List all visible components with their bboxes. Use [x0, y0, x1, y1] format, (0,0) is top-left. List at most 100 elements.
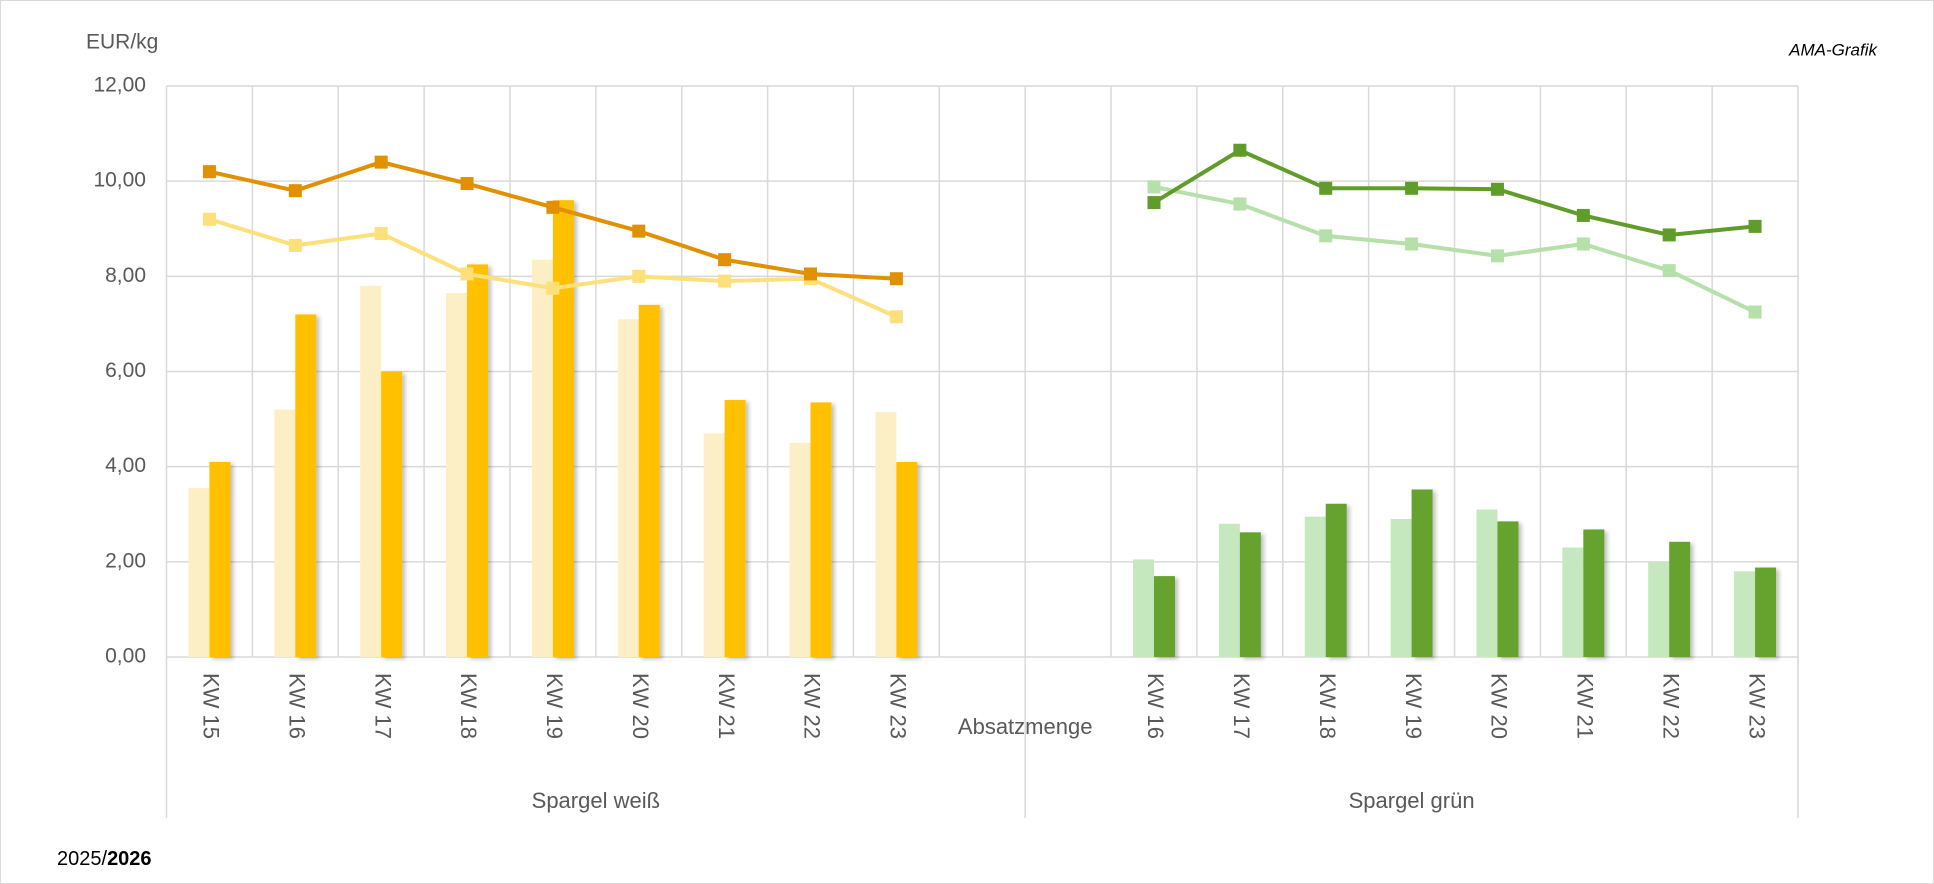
- y-tick-label: 4,00: [105, 454, 146, 477]
- bar: [789, 442, 811, 657]
- line: [1153, 184, 1756, 314]
- y-tick-label: 12,00: [93, 74, 146, 97]
- marker: [718, 274, 732, 288]
- marker: [804, 267, 818, 281]
- x-tick-label: KW 23: [1744, 673, 1769, 739]
- bar: [360, 285, 382, 657]
- marker: [1147, 180, 1161, 194]
- bar: [1583, 529, 1605, 657]
- bar: [896, 461, 918, 657]
- bar: [552, 200, 574, 657]
- marker: [1319, 229, 1333, 243]
- bar: [1755, 567, 1777, 657]
- bar: [531, 259, 553, 657]
- bar: [875, 411, 897, 657]
- bar: [1132, 559, 1154, 657]
- marker: [374, 155, 388, 169]
- x-tick-label: KW 22: [1658, 673, 1683, 739]
- y-tick-label: 10,00: [93, 169, 146, 192]
- x-tick-label: KW 17: [370, 673, 395, 739]
- marker: [1490, 182, 1504, 196]
- marker: [889, 310, 903, 324]
- marker: [460, 177, 474, 191]
- x-tick-label: KW 16: [1143, 673, 1168, 739]
- bar: [1153, 576, 1175, 657]
- footer: 2025/2026: [57, 848, 152, 870]
- marker: [1405, 181, 1419, 195]
- footer-part: 2025/: [57, 848, 107, 870]
- bar: [1325, 503, 1347, 657]
- x-tick-label: KW 23: [886, 673, 911, 739]
- bar: [1304, 516, 1326, 657]
- x-tick-label: KW 16: [284, 673, 309, 739]
- bar: [703, 433, 725, 657]
- marker: [374, 227, 388, 241]
- bar: [274, 409, 296, 657]
- bar: [1669, 541, 1691, 657]
- y-axis-label: EUR/kg: [86, 31, 158, 54]
- bar: [810, 402, 832, 657]
- x-tick-label: KW 19: [542, 673, 567, 739]
- marker: [1576, 208, 1590, 222]
- marker: [1233, 197, 1247, 211]
- x-tick-label: KW 15: [199, 673, 224, 739]
- marker: [1576, 237, 1590, 251]
- x-tick-label: KW 18: [456, 673, 481, 739]
- marker: [1490, 249, 1504, 263]
- marker: [1319, 181, 1333, 195]
- x-tick-label: KW 21: [714, 673, 739, 739]
- marker: [546, 281, 560, 295]
- marker: [1405, 237, 1419, 251]
- marker: [1748, 219, 1762, 233]
- marker: [718, 253, 732, 267]
- x-tick-label: KW 18: [1315, 673, 1340, 739]
- bar: [188, 488, 210, 657]
- bar: [209, 461, 231, 657]
- marker: [460, 267, 474, 281]
- marker: [889, 272, 903, 286]
- bar: [638, 304, 660, 657]
- group-label: Spargel weiß: [532, 788, 660, 813]
- group-label: Spargel grün: [1349, 788, 1475, 813]
- bar: [1390, 519, 1412, 657]
- x-tick-label: KW 22: [800, 673, 825, 739]
- annotation: Absatzmenge: [958, 714, 1093, 739]
- bar: [724, 400, 746, 657]
- x-tick-label: KW 20: [628, 673, 653, 739]
- bar: [617, 319, 639, 657]
- x-tick-label: KW 20: [1487, 673, 1512, 739]
- bar: [467, 264, 489, 657]
- x-tick-label: KW 19: [1401, 673, 1426, 739]
- marker: [288, 184, 302, 198]
- y-tick-label: 0,00: [105, 645, 146, 668]
- marker: [1748, 305, 1762, 319]
- footer-part: 2026: [107, 848, 152, 870]
- marker: [1662, 228, 1676, 242]
- x-tick-label: KW 21: [1573, 673, 1598, 739]
- bar: [295, 314, 317, 657]
- bar: [1411, 489, 1433, 657]
- y-tick-label: 6,00: [105, 359, 146, 382]
- marker: [202, 165, 216, 179]
- marker: [1233, 143, 1247, 157]
- bar: [1648, 561, 1670, 657]
- marker: [632, 269, 646, 283]
- marker: [202, 212, 216, 226]
- x-tick-label: KW 17: [1229, 673, 1254, 739]
- line: [1152, 147, 1756, 237]
- y-tick-label: 2,00: [105, 549, 146, 572]
- y-tick-label: 8,00: [105, 264, 146, 287]
- bar: [1734, 571, 1756, 657]
- bar: [1562, 547, 1584, 657]
- bar: [446, 292, 468, 657]
- source: AMA-Grafik: [1788, 40, 1878, 59]
- marker: [546, 200, 560, 214]
- marker: [1147, 196, 1161, 210]
- bar: [381, 371, 403, 657]
- bar: [1497, 521, 1519, 657]
- marker: [288, 238, 302, 252]
- marker: [1662, 264, 1676, 278]
- bar: [1239, 532, 1261, 657]
